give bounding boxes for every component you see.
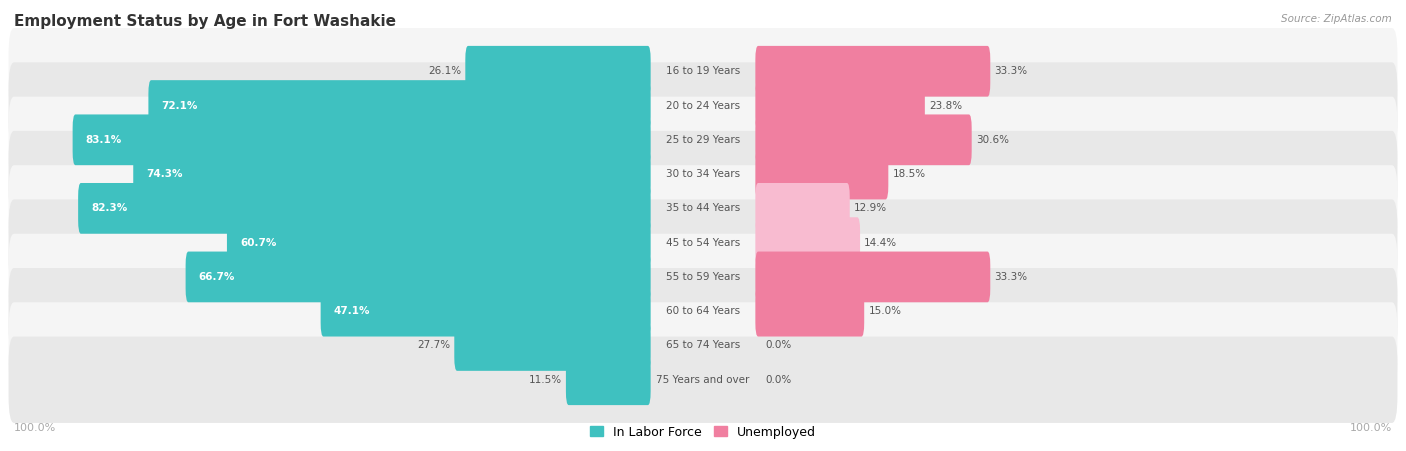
- FancyBboxPatch shape: [755, 149, 889, 199]
- Text: 72.1%: 72.1%: [162, 101, 198, 110]
- Text: 0.0%: 0.0%: [765, 341, 792, 350]
- FancyBboxPatch shape: [8, 97, 1398, 183]
- FancyBboxPatch shape: [8, 165, 1398, 252]
- FancyBboxPatch shape: [79, 183, 651, 234]
- Text: 60.7%: 60.7%: [240, 238, 277, 248]
- Text: 33.3%: 33.3%: [994, 272, 1028, 282]
- Text: Employment Status by Age in Fort Washakie: Employment Status by Age in Fort Washaki…: [14, 14, 396, 28]
- Text: 27.7%: 27.7%: [418, 341, 450, 350]
- Text: 30 to 34 Years: 30 to 34 Years: [666, 169, 740, 179]
- FancyBboxPatch shape: [8, 268, 1398, 354]
- Text: 20 to 24 Years: 20 to 24 Years: [666, 101, 740, 110]
- FancyBboxPatch shape: [755, 217, 860, 268]
- FancyBboxPatch shape: [755, 115, 972, 165]
- Text: 75 Years and over: 75 Years and over: [657, 375, 749, 385]
- Text: 33.3%: 33.3%: [994, 66, 1028, 76]
- FancyBboxPatch shape: [321, 286, 651, 336]
- Legend: In Labor Force, Unemployed: In Labor Force, Unemployed: [591, 426, 815, 439]
- Text: 18.5%: 18.5%: [893, 169, 925, 179]
- FancyBboxPatch shape: [565, 354, 651, 405]
- FancyBboxPatch shape: [465, 46, 651, 97]
- Text: 65 to 74 Years: 65 to 74 Years: [666, 341, 740, 350]
- FancyBboxPatch shape: [755, 46, 990, 97]
- Text: 14.4%: 14.4%: [865, 238, 897, 248]
- Text: Source: ZipAtlas.com: Source: ZipAtlas.com: [1281, 14, 1392, 23]
- Text: 82.3%: 82.3%: [91, 203, 128, 213]
- FancyBboxPatch shape: [8, 302, 1398, 389]
- Text: 15.0%: 15.0%: [869, 306, 901, 316]
- FancyBboxPatch shape: [186, 252, 651, 302]
- Text: 55 to 59 Years: 55 to 59 Years: [666, 272, 740, 282]
- FancyBboxPatch shape: [149, 80, 651, 131]
- Text: 26.1%: 26.1%: [427, 66, 461, 76]
- Text: 35 to 44 Years: 35 to 44 Years: [666, 203, 740, 213]
- Text: 74.3%: 74.3%: [146, 169, 183, 179]
- Text: 11.5%: 11.5%: [529, 375, 562, 385]
- FancyBboxPatch shape: [8, 234, 1398, 320]
- FancyBboxPatch shape: [8, 336, 1398, 423]
- Text: 100.0%: 100.0%: [1350, 423, 1392, 433]
- Text: 23.8%: 23.8%: [929, 101, 962, 110]
- Text: 0.0%: 0.0%: [765, 375, 792, 385]
- FancyBboxPatch shape: [755, 252, 990, 302]
- Text: 25 to 29 Years: 25 to 29 Years: [666, 135, 740, 145]
- Text: 100.0%: 100.0%: [14, 423, 56, 433]
- FancyBboxPatch shape: [454, 320, 651, 371]
- FancyBboxPatch shape: [8, 131, 1398, 217]
- Text: 60 to 64 Years: 60 to 64 Years: [666, 306, 740, 316]
- FancyBboxPatch shape: [226, 217, 651, 268]
- FancyBboxPatch shape: [8, 199, 1398, 286]
- Text: 47.1%: 47.1%: [333, 306, 370, 316]
- Text: 16 to 19 Years: 16 to 19 Years: [666, 66, 740, 76]
- FancyBboxPatch shape: [8, 28, 1398, 115]
- FancyBboxPatch shape: [73, 115, 651, 165]
- Text: 12.9%: 12.9%: [853, 203, 887, 213]
- FancyBboxPatch shape: [755, 286, 865, 336]
- Text: 83.1%: 83.1%: [86, 135, 122, 145]
- FancyBboxPatch shape: [8, 62, 1398, 149]
- Text: 66.7%: 66.7%: [198, 272, 235, 282]
- Text: 30.6%: 30.6%: [976, 135, 1010, 145]
- Text: 45 to 54 Years: 45 to 54 Years: [666, 238, 740, 248]
- FancyBboxPatch shape: [755, 80, 925, 131]
- FancyBboxPatch shape: [134, 149, 651, 199]
- FancyBboxPatch shape: [755, 183, 849, 234]
